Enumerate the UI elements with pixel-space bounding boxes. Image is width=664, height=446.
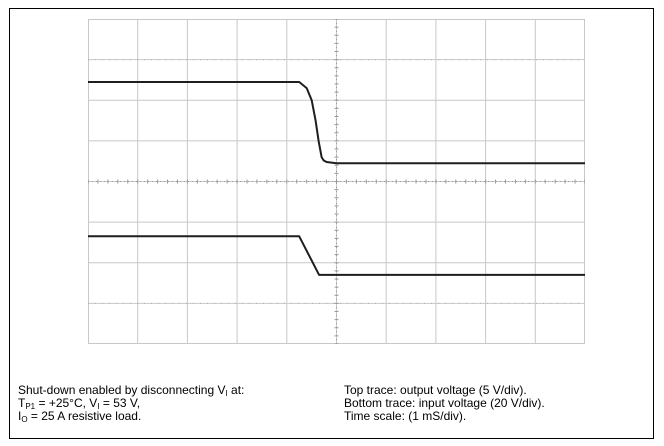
caption-right: Top trace: output voltage (5 V/div). Bot… — [344, 384, 545, 423]
caption-left-line-2: TP1 = +25°C, VI = 53 V, — [18, 396, 141, 411]
caption-time-scale: Time scale: (1 mS/div). — [344, 409, 467, 423]
caption-left-line-3: IO = 25 A resistive load. — [18, 409, 142, 424]
oscilloscope-plot — [88, 19, 585, 344]
caption-left: Shut-down enabled by disconnecting VI at… — [18, 383, 245, 424]
figure-frame — [9, 8, 654, 439]
caption-bottom-trace: Bottom trace: input voltage (20 V/div). — [344, 396, 545, 410]
output-voltage-trace — [88, 81, 585, 165]
caption-top-trace: Top trace: output voltage (5 V/div). — [344, 383, 527, 397]
input-voltage-trace — [88, 235, 585, 276]
caption-left-line-1: Shut-down enabled by disconnecting VI at… — [18, 383, 245, 398]
